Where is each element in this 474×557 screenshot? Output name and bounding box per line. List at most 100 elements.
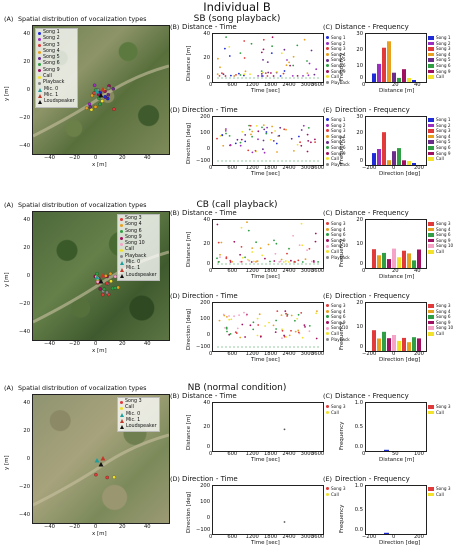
panel-C-xtick: 0 <box>362 451 366 457</box>
legend-label: Song 4 <box>331 133 346 139</box>
panel-B-xlabel: Time [sec] <box>251 457 280 463</box>
data-point <box>235 74 237 76</box>
histogram-bar <box>402 250 406 268</box>
legend-item: Song 4 <box>120 222 157 228</box>
legend-item: Song 3 <box>428 404 451 410</box>
data-point <box>296 143 299 146</box>
panel-E-xtick: 200 <box>414 165 424 171</box>
panel-B-xtick: 1200 <box>245 451 259 457</box>
data-point <box>296 44 299 47</box>
legend-item: Song 6 <box>326 63 350 69</box>
panel-D-xtick: 2400 <box>282 351 296 357</box>
map-xtick: −40 <box>44 524 55 530</box>
map-ytick: 0 <box>26 456 30 462</box>
data-point <box>265 131 268 133</box>
panel-D-ytick: 200 <box>200 114 210 120</box>
panel-C-ytick: 30 <box>356 31 363 37</box>
legend-swatch <box>326 492 329 496</box>
data-point <box>234 331 237 333</box>
data-point <box>228 135 231 137</box>
legend-item: Call <box>326 249 350 255</box>
legend-item: Call <box>428 249 453 255</box>
panel-B-xtick: 3600 <box>311 268 325 274</box>
panel-D-ytick: 200 <box>200 483 210 489</box>
data-point <box>229 144 232 146</box>
histogram-bar <box>412 337 416 351</box>
data-point <box>249 324 252 327</box>
figure-title: Individual B <box>203 0 271 14</box>
data-point <box>314 141 316 143</box>
data-point <box>272 140 275 142</box>
legend-label: Song 6 <box>331 144 346 150</box>
map-ytick: −40 <box>19 143 30 149</box>
data-point <box>266 126 268 129</box>
data-point <box>243 40 246 42</box>
mid-legend: Song 1 Song 2 Song 3 Song 4 Song 5 Song 6 Song… <box>326 35 350 85</box>
panel-B-axes <box>212 402 324 452</box>
legend-label: Song 2 <box>331 40 346 46</box>
legend-label: Song 5 <box>43 55 60 61</box>
legend-label: Song 4 <box>436 133 451 139</box>
panel-E-title: Direction - Frequency <box>335 106 410 114</box>
panel-D-ytick: 0 <box>206 146 210 152</box>
data-point <box>256 317 259 320</box>
data-point <box>221 134 224 136</box>
legend-label: Song 3 <box>43 42 60 48</box>
panel-B-ytick: 20 <box>203 424 210 430</box>
legend-swatch <box>428 304 434 308</box>
data-point <box>292 64 295 67</box>
panel-C-xtick: 50 <box>392 451 399 457</box>
legend-label: Song 3 <box>331 46 346 52</box>
legend-item: Song 3 <box>428 486 451 492</box>
legend-swatch <box>326 326 329 330</box>
data-point <box>269 138 272 141</box>
histogram-bar <box>387 338 391 351</box>
data-point <box>271 45 273 48</box>
panel-C-title: Distance - Frequency <box>335 209 409 217</box>
panel-D-ytick: −100 <box>196 344 211 350</box>
legend-label: Call <box>331 409 339 415</box>
data-point <box>240 260 243 263</box>
panel-B-xtick: 1800 <box>264 451 278 457</box>
data-point <box>286 313 289 316</box>
legend-label: Loudspeaker <box>44 99 75 105</box>
data-point <box>246 258 249 261</box>
legend-label: Call <box>331 330 339 336</box>
legend-swatch <box>38 44 41 48</box>
panel-C-xtick: 100 <box>414 451 424 457</box>
legend-item: Song 6 <box>326 232 350 238</box>
histogram-bar <box>372 330 376 351</box>
data-point <box>258 313 261 316</box>
legend-item: Song 3 <box>428 128 451 134</box>
data-point <box>262 124 265 126</box>
data-point <box>301 244 304 247</box>
legend-swatch <box>326 157 329 161</box>
data-point <box>308 62 311 65</box>
legend-item: Song 6 <box>428 232 453 238</box>
legend-label: Song 1 <box>331 117 346 122</box>
histogram-bar <box>397 148 401 165</box>
legend-label: Playback <box>43 80 65 86</box>
data-point <box>228 333 231 336</box>
histogram-bar <box>392 335 396 351</box>
map-xtick: −40 <box>44 341 55 347</box>
legend-swatch <box>428 326 434 330</box>
data-point <box>285 64 288 67</box>
panel-B-ylabel: Distance [m] <box>186 231 192 267</box>
legend-label: Song 10 <box>331 243 349 249</box>
legend-label: Mic. 1 <box>126 417 141 423</box>
legend-swatch <box>428 75 434 79</box>
data-point <box>276 310 279 312</box>
data-point <box>216 223 219 226</box>
panel-C-plot <box>372 248 421 268</box>
histogram-bar <box>377 255 381 268</box>
data-point <box>297 313 300 316</box>
legend-item: Song 6 <box>120 229 157 235</box>
histogram-bar <box>407 161 411 165</box>
data-point <box>225 132 227 135</box>
legend-swatch <box>428 41 434 46</box>
legend-label: Song 5 <box>331 57 346 63</box>
legend-label: Song 4 <box>43 48 60 54</box>
panel-C-title: Distance - Frequency <box>335 392 409 400</box>
legend-swatch <box>38 75 41 79</box>
